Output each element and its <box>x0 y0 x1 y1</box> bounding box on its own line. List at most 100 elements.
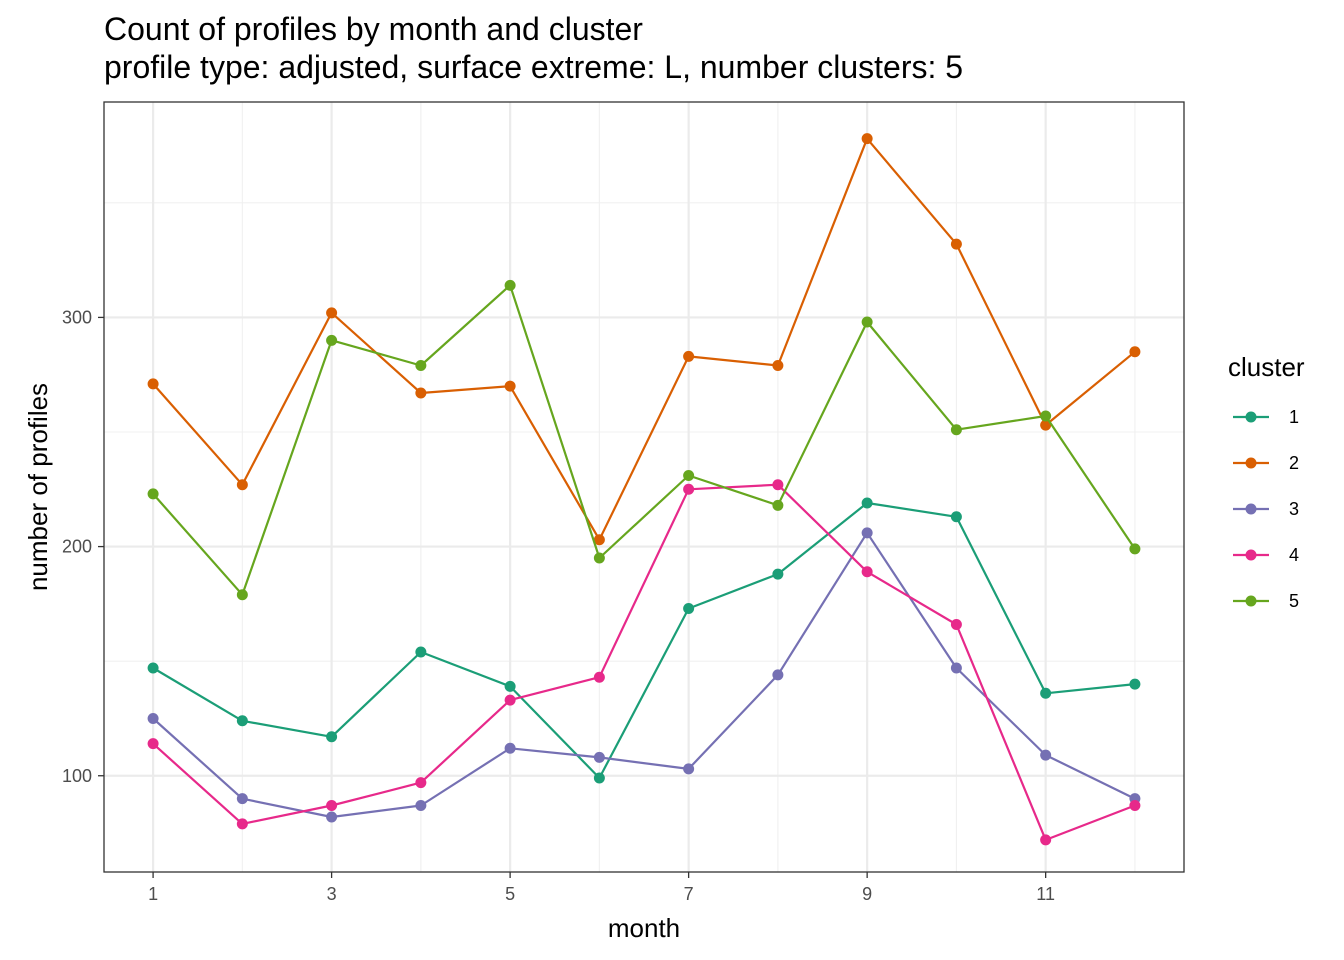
x-tick-label: 5 <box>505 884 515 904</box>
data-point <box>326 334 338 346</box>
chart-title: Count of profiles by month and cluster <box>104 11 643 47</box>
series-5 <box>147 279 1141 601</box>
data-point <box>772 360 784 372</box>
data-point <box>504 380 516 392</box>
data-point <box>504 694 516 706</box>
data-point <box>683 602 695 614</box>
legend-item-3: 3 <box>1233 499 1299 519</box>
data-point <box>950 511 962 523</box>
legend-item-1: 1 <box>1233 407 1299 427</box>
y-tick-label: 300 <box>62 307 92 327</box>
legend-item-5: 5 <box>1233 591 1299 611</box>
data-point <box>415 387 427 399</box>
data-point <box>1040 410 1052 422</box>
legend-item-2: 2 <box>1233 453 1299 473</box>
data-point <box>593 772 605 784</box>
data-point <box>861 497 873 509</box>
data-point <box>1040 419 1052 431</box>
series-line-4 <box>152 483 1136 842</box>
data-point <box>861 316 873 328</box>
data-point <box>772 499 784 511</box>
legend-label: 5 <box>1289 591 1299 611</box>
data-point <box>950 619 962 630</box>
data-point <box>415 360 427 372</box>
panel-border <box>103 101 1185 873</box>
data-point <box>593 552 605 564</box>
data-point <box>683 763 695 775</box>
data-point <box>1129 800 1141 812</box>
data-point <box>147 488 159 500</box>
data-point <box>504 279 516 291</box>
legend: cluster 1 2 3 4 5 <box>1228 352 1305 611</box>
data-point <box>326 811 338 823</box>
series-line-5 <box>152 284 1136 596</box>
data-point <box>861 566 873 578</box>
data-point <box>950 662 962 674</box>
data-point <box>861 133 873 145</box>
series-line-3 <box>152 531 1136 819</box>
legend-key-point <box>1245 411 1257 423</box>
data-point <box>593 671 605 683</box>
data-point <box>236 715 248 727</box>
data-point <box>1129 678 1141 690</box>
series-line-2 <box>152 137 1136 541</box>
y-axis-title: number of profiles <box>23 383 53 591</box>
data-point <box>683 483 695 495</box>
data-point <box>593 751 605 763</box>
legend-label: 4 <box>1289 545 1299 565</box>
data-point <box>504 742 516 754</box>
legend-label: 3 <box>1289 499 1299 519</box>
data-point <box>236 589 248 601</box>
title-block: Count of profiles by month and cluster p… <box>104 10 963 86</box>
data-point <box>1129 346 1141 358</box>
series-3 <box>147 527 1141 823</box>
data-point <box>415 777 427 789</box>
x-tick-label: 9 <box>862 884 872 904</box>
x-tick-label: 1 <box>148 884 158 904</box>
chart-subtitle: profile type: adjusted, surface extreme:… <box>104 49 964 85</box>
data-point <box>772 669 784 681</box>
data-point <box>683 350 695 362</box>
legend-item-4: 4 <box>1233 545 1299 565</box>
x-tick-label: 7 <box>684 884 694 904</box>
legend-title: cluster <box>1228 352 1305 382</box>
data-point <box>1129 543 1141 555</box>
data-point <box>415 800 427 812</box>
y-tick-label: 200 <box>62 537 92 557</box>
data-point <box>326 307 338 319</box>
axis-layer: 100 200 300 1 3 5 7 9 11 <box>62 307 1055 904</box>
data-point <box>861 527 873 539</box>
data-point <box>772 568 784 580</box>
legend-label: 2 <box>1289 453 1299 473</box>
grid-layer <box>104 102 1184 872</box>
data-point <box>147 662 159 674</box>
series-2 <box>147 133 1141 546</box>
legend-key-point <box>1245 549 1257 561</box>
data-point <box>236 479 248 491</box>
data-point <box>772 479 784 491</box>
legend-label: 1 <box>1289 407 1299 427</box>
data-point <box>236 818 248 830</box>
data-point <box>593 534 605 546</box>
data-point <box>950 238 962 250</box>
data-point <box>236 793 248 805</box>
series-layer <box>147 133 1141 846</box>
legend-key-point <box>1245 595 1257 607</box>
legend-items: 1 2 3 4 5 <box>1233 407 1299 611</box>
legend-key-point <box>1245 457 1257 469</box>
x-tick-label: 3 <box>327 884 337 904</box>
data-point <box>504 680 516 692</box>
data-point <box>147 738 159 750</box>
data-point <box>950 424 962 436</box>
data-point <box>1040 834 1052 846</box>
data-point <box>326 731 338 743</box>
data-point <box>147 378 159 390</box>
data-point <box>415 646 427 658</box>
x-axis-title: month <box>608 913 680 943</box>
series-line-1 <box>152 501 1136 780</box>
data-point <box>147 712 159 724</box>
series-4 <box>147 479 1141 846</box>
data-point <box>326 800 338 812</box>
x-tick-label: 11 <box>1036 884 1055 904</box>
